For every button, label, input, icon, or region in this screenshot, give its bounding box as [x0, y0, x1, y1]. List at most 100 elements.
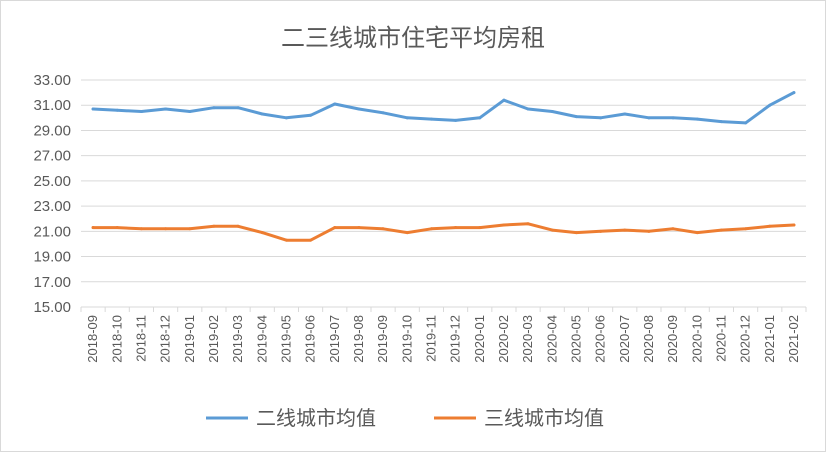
data-point — [647, 229, 651, 233]
data-point — [260, 231, 264, 235]
x-tick-label: 2019-05 — [278, 315, 293, 363]
data-point — [454, 226, 458, 230]
data-point — [502, 98, 506, 102]
data-point — [695, 117, 699, 121]
data-point — [139, 110, 143, 114]
x-tick-label: 2020-10 — [689, 315, 704, 363]
data-point — [357, 226, 361, 230]
data-point — [309, 238, 313, 242]
data-point — [768, 224, 772, 228]
x-tick-label: 2019-02 — [206, 315, 221, 363]
data-point — [212, 106, 216, 110]
data-point — [792, 223, 796, 227]
data-point — [599, 116, 603, 120]
data-point — [719, 228, 723, 232]
x-tick-label: 2020-04 — [544, 315, 559, 363]
data-point — [115, 108, 119, 112]
data-point — [719, 120, 723, 124]
legend-label-tier3: 三线城市均值 — [484, 406, 604, 430]
data-point — [284, 238, 288, 242]
data-point — [478, 116, 482, 120]
data-point — [744, 227, 748, 231]
data-point — [574, 115, 578, 119]
y-tick-label: 23.00 — [33, 198, 71, 215]
gridlines — [81, 79, 806, 308]
data-point — [623, 228, 627, 232]
data-point — [381, 111, 385, 115]
x-axis: 2018-09 2018-10 2018-11 2018-12 2019-01 2019-… — [80, 307, 807, 363]
x-tick-label: 2019-11 — [423, 315, 438, 362]
y-tick-label: 31.00 — [33, 97, 71, 114]
x-tick-label: 2020-03 — [520, 315, 535, 363]
y-tick-label: 25.00 — [33, 173, 71, 190]
plot-area — [91, 91, 796, 242]
x-tick-label: 2019-12 — [448, 315, 463, 363]
x-tick-label: 2019-01 — [182, 315, 197, 363]
x-tick-label: 2018-10 — [109, 315, 124, 363]
data-point — [599, 229, 603, 233]
legend: 二线城市均值 三线城市均值 — [206, 406, 604, 430]
y-tick-label: 15.00 — [33, 299, 71, 316]
y-axis: 15.00 17.00 19.00 21.00 23.00 25.00 27.00 29.00… — [33, 72, 71, 316]
data-point — [381, 227, 385, 231]
data-point — [526, 222, 530, 226]
data-point — [405, 116, 409, 120]
data-point — [91, 107, 95, 111]
y-tick-label: 19.00 — [33, 249, 71, 266]
data-point — [164, 227, 168, 231]
x-tick-label: 2020-05 — [568, 315, 583, 363]
series-line-0 — [91, 91, 796, 125]
x-tick-label: 2021-01 — [762, 315, 777, 363]
data-point — [91, 226, 95, 230]
data-point — [164, 107, 168, 111]
data-point — [260, 112, 264, 116]
y-tick-label: 33.00 — [33, 72, 71, 89]
data-point — [115, 226, 119, 230]
data-point — [574, 231, 578, 235]
x-tick-label: 2020-02 — [496, 315, 511, 363]
data-point — [236, 224, 240, 228]
x-tick-label: 2019-08 — [351, 315, 366, 363]
data-point — [695, 231, 699, 235]
data-point — [792, 91, 796, 95]
x-tick-label: 2019-09 — [375, 315, 390, 363]
y-tick-label: 17.00 — [33, 274, 71, 291]
legend-label-tier2: 二线城市均值 — [256, 406, 376, 430]
x-tick-label: 2018-11 — [133, 315, 148, 362]
y-tick-label: 21.00 — [33, 223, 71, 240]
chart-title: 二三线城市住宅平均房租 — [281, 24, 545, 52]
data-point — [284, 116, 288, 120]
data-point — [478, 226, 482, 230]
x-tick-label: 2021-02 — [786, 315, 801, 363]
data-point — [768, 103, 772, 107]
data-point — [623, 112, 627, 116]
data-point — [550, 110, 554, 114]
data-point — [405, 231, 409, 235]
x-tick-label: 2019-10 — [399, 315, 414, 363]
series-line-1 — [91, 222, 796, 242]
x-tick-label: 2020-07 — [617, 315, 632, 363]
data-point — [454, 118, 458, 122]
data-point — [188, 227, 192, 231]
x-tick-label: 2019-04 — [254, 315, 269, 363]
x-tick-label: 2019-06 — [303, 315, 318, 363]
data-point — [333, 102, 337, 106]
x-tick-label: 2018-12 — [158, 315, 173, 363]
data-point — [647, 116, 651, 120]
x-tick-label: 2020-06 — [593, 315, 608, 363]
data-point — [502, 223, 506, 227]
x-tick-label: 2020-09 — [665, 315, 680, 363]
x-tick-label: 2020-08 — [641, 315, 656, 363]
data-point — [236, 106, 240, 110]
y-tick-label: 29.00 — [33, 122, 71, 139]
data-point — [550, 228, 554, 232]
data-point — [744, 121, 748, 125]
data-point — [671, 116, 675, 120]
data-point — [333, 226, 337, 230]
y-tick-label: 27.00 — [33, 148, 71, 165]
data-point — [526, 107, 530, 111]
data-point — [188, 110, 192, 114]
data-point — [429, 227, 433, 231]
data-point — [139, 227, 143, 231]
